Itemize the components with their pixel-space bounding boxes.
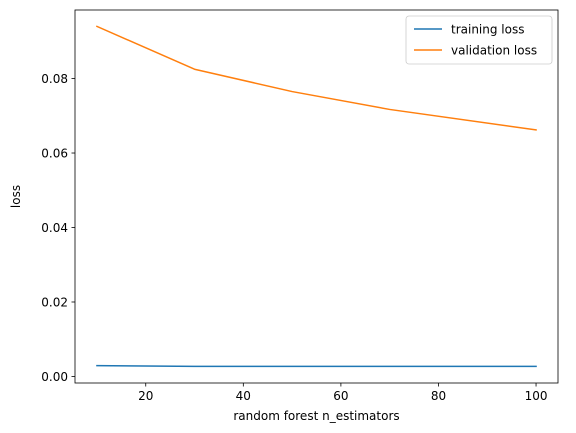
y-tick-label: 0.08 bbox=[41, 72, 68, 86]
y-axis-title: loss bbox=[9, 185, 23, 208]
x-tick-label: 80 bbox=[431, 389, 446, 403]
x-tick-label: 100 bbox=[525, 389, 548, 403]
y-tick-label: 0.02 bbox=[41, 295, 68, 309]
x-tick-label: 40 bbox=[236, 389, 251, 403]
y-tick-label: 0.04 bbox=[41, 221, 68, 235]
legend-label: training loss bbox=[451, 23, 524, 37]
legend-box bbox=[405, 15, 553, 65]
plot-area bbox=[74, 9, 559, 384]
x-tick-label: 20 bbox=[138, 389, 153, 403]
series-layer bbox=[95, 25, 537, 368]
y-tick-label: 0.00 bbox=[41, 370, 68, 384]
x-tick-label: 60 bbox=[333, 389, 348, 403]
x-axis: 20 40 60 80 100 bbox=[138, 383, 547, 403]
x-axis-title: random forest n_estimators bbox=[233, 409, 399, 423]
y-axis: 0.00 0.02 0.04 0.06 0.08 bbox=[41, 72, 75, 384]
y-tick-label: 0.06 bbox=[41, 147, 68, 161]
series-line-training-loss bbox=[96, 364, 537, 368]
legend: training loss validation loss bbox=[405, 15, 553, 65]
legend-label: validation loss bbox=[451, 44, 537, 58]
series-line-validation-loss bbox=[95, 25, 537, 131]
